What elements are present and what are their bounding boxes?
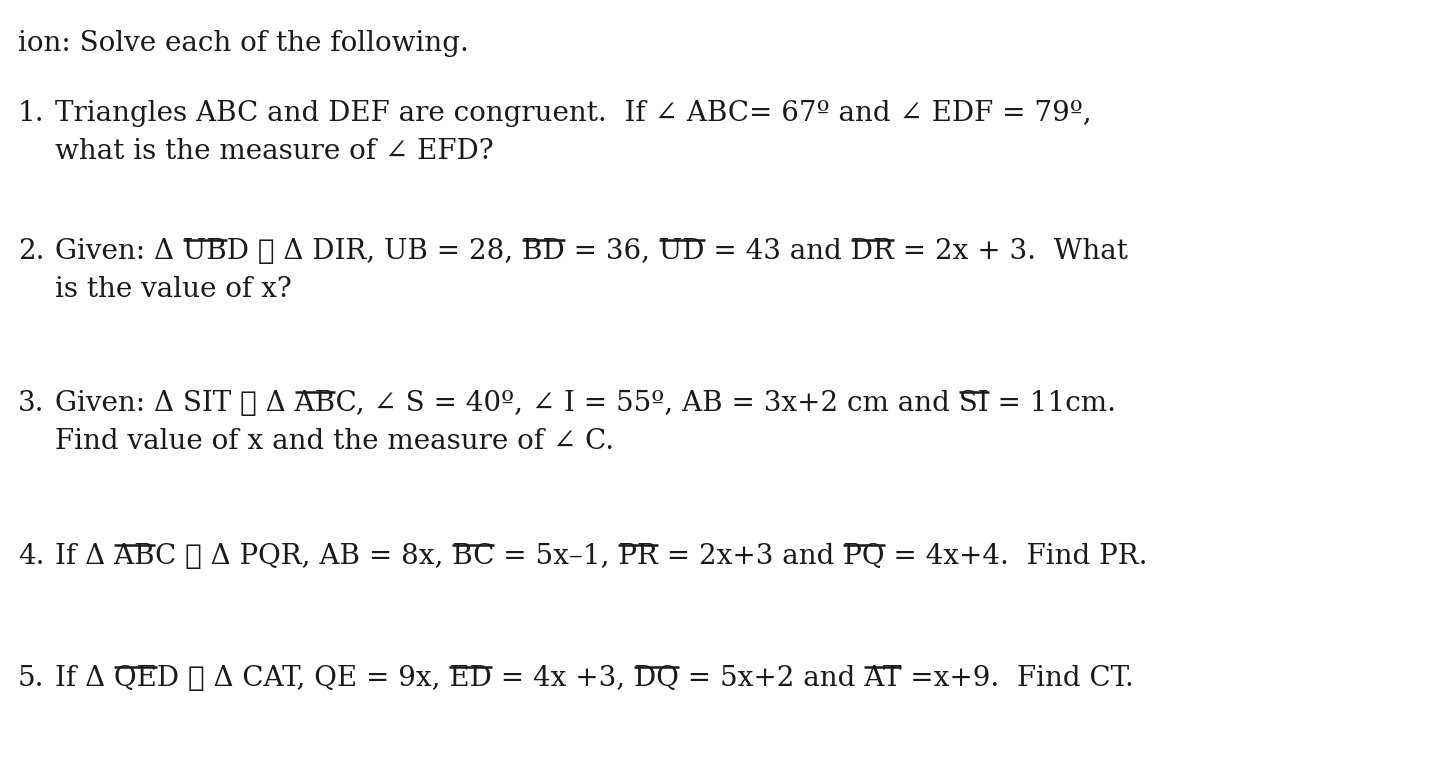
Text: 4.: 4. [19, 543, 45, 570]
Text: what is the measure of ∠ EFD?: what is the measure of ∠ EFD? [55, 138, 494, 165]
Text: is the value of x?: is the value of x? [55, 276, 292, 303]
Text: Find value of x and the measure of ∠ C.: Find value of x and the measure of ∠ C. [55, 428, 614, 455]
Text: Triangles ABC and DEF are congruent.  If ∠ ABC= 67º and ∠ EDF = 79º,: Triangles ABC and DEF are congruent. If … [55, 100, 1092, 127]
Text: 2.: 2. [19, 238, 45, 265]
Text: ion: Solve each of the following.: ion: Solve each of the following. [19, 30, 469, 57]
Text: If Δ QED ≅ Δ CAT, QE = 9x, ED = 4x +3, DQ = 5x+2 and AT =x+9.  Find CT.: If Δ QED ≅ Δ CAT, QE = 9x, ED = 4x +3, D… [55, 665, 1134, 692]
Text: If Δ ABC ≅ Δ PQR, AB = 8x, BC = 5x–1, PR = 2x+3 and PQ = 4x+4.  Find PR.: If Δ ABC ≅ Δ PQR, AB = 8x, BC = 5x–1, PR… [55, 543, 1147, 570]
Text: 3.: 3. [19, 390, 45, 417]
Text: 5.: 5. [19, 665, 45, 692]
Text: Given: Δ SIT ≅ Δ ABC, ∠ S = 40º, ∠ I = 55º, AB = 3x+2 cm and SI = 11cm.: Given: Δ SIT ≅ Δ ABC, ∠ S = 40º, ∠ I = 5… [55, 390, 1117, 417]
Text: Given: Δ UBD ≅ Δ DIR, UB = 28, BD = 36, UD = 43 and DR = 2x + 3.  What: Given: Δ UBD ≅ Δ DIR, UB = 28, BD = 36, … [55, 238, 1128, 265]
Text: 1.: 1. [19, 100, 45, 127]
